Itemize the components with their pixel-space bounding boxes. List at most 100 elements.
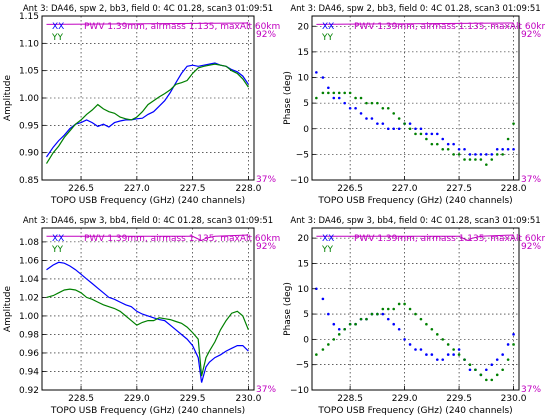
data-point-xx [485, 368, 488, 372]
data-point-yy [463, 158, 466, 161]
data-point-yy [441, 147, 445, 151]
data-point-yy [376, 101, 379, 105]
data-point-yy [403, 122, 406, 125]
y-tick-label: 1.00 [19, 312, 39, 322]
legend-xx: XX [52, 234, 64, 244]
data-point-yy [332, 338, 336, 341]
y-tick-label: −10 [290, 386, 309, 396]
data-point-xx [365, 117, 368, 120]
axes-frame [311, 15, 520, 181]
data-point-yy [414, 132, 417, 136]
data-point-xx [386, 317, 390, 321]
legend-xx: XX [52, 22, 64, 32]
data-point-yy [343, 91, 346, 95]
data-point-xx [392, 127, 396, 131]
legend-yy: YY [321, 33, 333, 43]
data-point-yy [435, 333, 439, 336]
data-point-xx [332, 96, 336, 100]
data-point-yy [408, 307, 412, 311]
y-tick-label: 1.04 [19, 275, 39, 285]
data-point-yy [495, 373, 499, 377]
pwv-line [316, 22, 514, 25]
data-point-xx [348, 106, 352, 110]
x-tick-label: 230.0 [501, 394, 527, 404]
chart-title: Ant 3: DA46, spw 3, bb4, field 0: 4C 01.… [290, 216, 540, 226]
data-point-xx [315, 71, 318, 74]
data-point-xx [425, 353, 428, 356]
chart-title: Ant 3: DA46, spw 2, bb3, field 0: 4C 01.… [23, 4, 273, 14]
data-point-yy [479, 373, 483, 377]
data-point-yy [457, 353, 461, 356]
data-point-xx [397, 327, 401, 331]
data-point-xx [403, 338, 406, 341]
data-point-xx [468, 368, 472, 372]
data-point-xx [315, 287, 318, 291]
data-point-yy [403, 302, 406, 306]
data-point-xx [441, 137, 445, 141]
data-point-yy [419, 132, 423, 136]
data-point-xx [370, 117, 374, 120]
data-point-xx [506, 343, 510, 346]
data-point-yy [457, 153, 461, 156]
x-tick-label: 230.0 [236, 394, 262, 404]
chart-title: Ant 3: DA46, spw 2, bb3, field 0: 4C 01.… [290, 4, 540, 14]
data-point-yy [327, 91, 330, 95]
y-axis-label: Amplitude [3, 285, 13, 332]
x-tick-label: 226.5 [337, 184, 363, 194]
right-axis-label-bottom: 37% [256, 385, 276, 395]
pwv-line [46, 22, 249, 25]
data-point-yy [315, 96, 318, 100]
data-point-yy [397, 302, 401, 306]
chart-title: Ant 3: DA46, spw 3, bb4, field 0: 4C 01.… [23, 216, 273, 226]
data-point-yy [381, 106, 385, 110]
data-point-xx [457, 348, 461, 351]
y-tick-label: 0 [303, 335, 309, 345]
x-tick-label: 229.5 [180, 394, 206, 404]
x-tick-label: 229.0 [124, 394, 150, 404]
data-point-yy [354, 322, 357, 326]
data-point-yy [359, 317, 363, 321]
panel-1: Ant 3: DA46, spw 2, bb3, field 0: 4C 01.… [3, 4, 280, 206]
y-tick-label: 1.08 [19, 238, 39, 248]
y-tick-label: 1.02 [19, 293, 39, 303]
x-axis-label: TOPO USB Frequency (GHz) (240 channels) [317, 196, 512, 206]
data-point-yy [501, 368, 504, 372]
y-tick-label: 1.15 [19, 12, 39, 22]
data-point-xx [327, 86, 330, 90]
x-tick-label: 229.0 [392, 394, 418, 404]
y-tick-label: 20 [298, 234, 310, 244]
data-point-yy [348, 91, 352, 95]
data-point-xx [327, 312, 330, 316]
panel-2: Ant 3: DA46, spw 2, bb3, field 0: 4C 01.… [283, 4, 545, 206]
y-tick-label: 0.85 [19, 176, 39, 186]
data-point-xx [468, 153, 472, 156]
data-point-yy [512, 343, 515, 346]
data-point-yy [376, 312, 379, 316]
data-point-xx [397, 127, 401, 131]
y-tick-label: 5 [303, 310, 309, 320]
data-point-xx [490, 363, 494, 366]
x-tick-label: 226.5 [68, 184, 94, 194]
data-point-yy [479, 158, 483, 161]
data-point-yy [392, 307, 396, 311]
data-point-xx [457, 147, 461, 151]
data-point-xx [435, 358, 439, 361]
y-axis-label: Phase (deg) [283, 282, 293, 336]
y-tick-label: 1.00 [19, 94, 39, 104]
series-line-xx [46, 261, 249, 383]
data-point-xx [337, 327, 341, 331]
data-point-yy [446, 147, 450, 151]
x-tick-label: 227.0 [392, 184, 418, 194]
data-point-yy [386, 307, 390, 311]
data-point-xx [463, 147, 466, 151]
data-point-yy [337, 333, 341, 336]
data-point-xx [452, 353, 455, 356]
data-point-yy [452, 153, 455, 156]
data-point-yy [392, 112, 396, 115]
data-point-yy [365, 317, 368, 321]
y-tick-label: 0.94 [19, 367, 39, 377]
y-tick-label: 10 [298, 74, 310, 84]
x-tick-label: 228.5 [337, 394, 363, 404]
data-point-yy [512, 122, 515, 125]
data-point-xx [446, 353, 450, 356]
